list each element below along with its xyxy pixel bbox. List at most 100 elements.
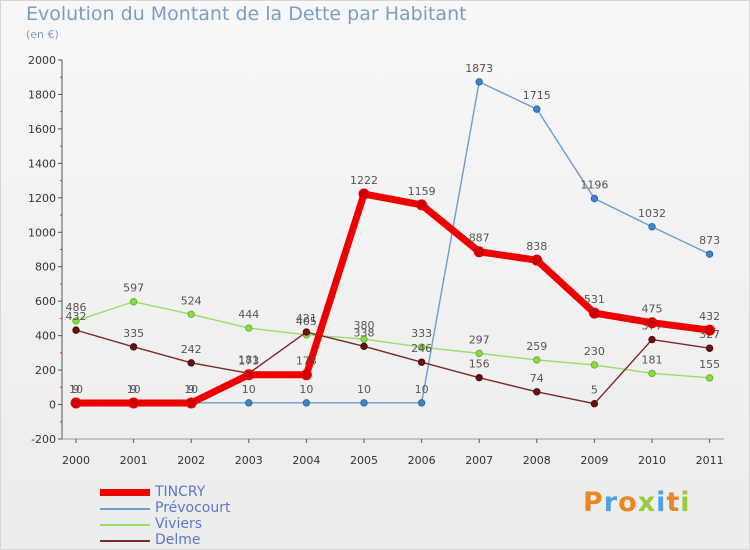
data-label-prvocourt: 1715 xyxy=(523,89,551,102)
logo-letter: r xyxy=(603,487,619,518)
data-label-viviers: 259 xyxy=(526,340,547,353)
series-line-viviers xyxy=(75,300,710,379)
data-point-tincry xyxy=(358,188,370,200)
x-tick-label: 2003 xyxy=(235,454,263,467)
logo-letter: P xyxy=(583,487,604,518)
y-tick-label: 2000 xyxy=(28,54,56,67)
data-point-prvocourt xyxy=(360,399,368,407)
data-label-delme: 432 xyxy=(66,310,87,323)
data-point-tincry xyxy=(531,254,543,266)
data-point-delme xyxy=(187,359,195,367)
data-point-delme xyxy=(475,373,483,382)
logo-letter: i xyxy=(656,487,667,518)
data-point-tincry xyxy=(185,397,197,409)
data-point-prvocourt xyxy=(302,399,311,407)
data-point-viviers xyxy=(648,369,656,378)
y-tick-label: 1200 xyxy=(28,192,56,205)
y-tick-label: 200 xyxy=(35,364,56,377)
data-label-tincry: 531 xyxy=(584,293,605,306)
legend-swatch xyxy=(100,508,150,510)
legend-swatch xyxy=(100,524,150,526)
series-line-tincry xyxy=(76,190,711,407)
data-point-tincry xyxy=(70,397,82,409)
data-label-tincry: 9 xyxy=(73,383,80,396)
data-label-viviers: 444 xyxy=(238,308,259,321)
legend-label: Delme xyxy=(155,532,201,548)
data-label-viviers: 181 xyxy=(642,353,663,366)
data-label-tincry: 1159 xyxy=(408,185,436,198)
x-tick-label: 2001 xyxy=(120,454,148,467)
legend-label: Prévocourt xyxy=(155,500,231,516)
data-label-delme: 338 xyxy=(354,326,375,339)
data-point-tincry xyxy=(243,369,255,381)
data-point-delme xyxy=(533,388,541,396)
data-point-prvocourt xyxy=(705,250,714,258)
data-label-delme: 242 xyxy=(181,343,202,356)
data-label-tincry: 838 xyxy=(526,240,547,253)
data-point-prvocourt xyxy=(245,399,253,407)
data-label-prvocourt: 10 xyxy=(127,383,141,396)
y-tick-label: 1800 xyxy=(28,88,56,101)
data-label-delme: 181 xyxy=(238,353,259,366)
data-point-delme xyxy=(129,343,138,351)
data-point-delme xyxy=(417,358,426,366)
x-tick-label: 2004 xyxy=(292,454,320,467)
x-tick-label: 2002 xyxy=(177,454,205,467)
data-label-delme: 421 xyxy=(296,312,317,325)
x-tick-label: 2000 xyxy=(62,454,90,467)
data-point-prvocourt xyxy=(533,105,541,113)
logo-letter: x xyxy=(637,487,657,518)
data-point-viviers xyxy=(245,324,253,332)
series-line-delme xyxy=(75,329,710,405)
data-label-delme: 335 xyxy=(123,327,144,340)
data-point-delme xyxy=(302,328,311,336)
data-label-delme: 5 xyxy=(591,384,598,397)
data-label-tincry: 9 xyxy=(188,383,195,396)
data-label-viviers: 380 xyxy=(354,319,375,332)
data-point-delme xyxy=(590,399,599,408)
data-label-tincry: 887 xyxy=(469,232,490,245)
x-tick-label: 2005 xyxy=(350,454,378,467)
data-label-tincry: 475 xyxy=(642,303,663,316)
x-tick-label: 2007 xyxy=(465,454,493,467)
logo-letter: i xyxy=(680,487,691,518)
data-point-prvocourt xyxy=(417,399,426,407)
data-point-delme xyxy=(648,335,656,344)
y-tick-label: 400 xyxy=(35,330,56,343)
data-point-viviers xyxy=(705,374,714,382)
data-point-viviers xyxy=(590,361,599,369)
data-point-viviers xyxy=(72,317,80,325)
data-point-viviers xyxy=(187,310,195,318)
data-label-tincry: 432 xyxy=(699,310,720,323)
data-point-tincry xyxy=(473,246,485,258)
data-point-tincry xyxy=(128,397,140,409)
data-label-prvocourt: 1196 xyxy=(580,179,608,192)
y-tick-label: 1400 xyxy=(28,157,56,170)
data-label-tincry: 1222 xyxy=(350,174,378,187)
data-point-prvocourt xyxy=(475,78,483,86)
data-label-prvocourt: 10 xyxy=(357,383,371,396)
data-point-tincry xyxy=(588,307,600,319)
data-label-prvocourt: 10 xyxy=(184,383,198,396)
data-point-tincry xyxy=(300,369,312,381)
data-label-prvocourt: 10 xyxy=(69,383,83,396)
data-label-viviers: 333 xyxy=(411,327,432,340)
data-label-prvocourt: 10 xyxy=(299,383,313,396)
data-point-viviers xyxy=(475,349,483,358)
logo-letter: t xyxy=(666,487,681,518)
data-label-prvocourt: 1873 xyxy=(465,62,493,75)
y-tick-label: 1000 xyxy=(28,226,56,239)
data-point-tincry xyxy=(704,324,716,336)
chart-title: Evolution du Montant de la Dette par Hab… xyxy=(26,3,467,25)
data-point-viviers xyxy=(533,356,541,364)
data-label-viviers: 486 xyxy=(66,301,87,314)
y-tick-label: 1600 xyxy=(28,123,56,136)
legend-swatch xyxy=(100,489,150,496)
data-point-viviers xyxy=(129,297,138,306)
data-point-tincry xyxy=(646,317,658,329)
data-point-viviers xyxy=(360,335,368,343)
y-tick-label: 600 xyxy=(35,295,56,308)
data-label-prvocourt: 1032 xyxy=(638,207,666,220)
data-label-delme: 246 xyxy=(411,342,432,355)
